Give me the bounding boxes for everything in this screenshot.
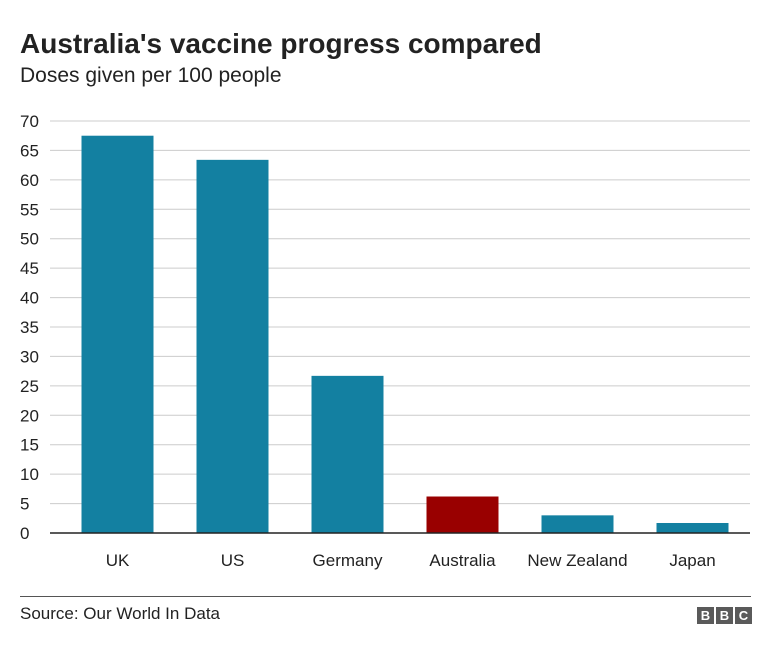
chart-title: Australia's vaccine progress compared <box>20 28 542 59</box>
bar-australia <box>426 496 499 533</box>
x-axis-ticks: UK US Germany Australia New Zealand Japan <box>106 551 716 570</box>
y-tick-label: 10 <box>20 465 39 484</box>
y-tick-label: 40 <box>20 289 39 308</box>
bar-uk <box>81 135 154 533</box>
x-tick-label: UK <box>106 551 130 570</box>
bar-germany <box>311 375 384 533</box>
gridlines <box>50 120 750 505</box>
y-tick-label: 25 <box>20 377 39 396</box>
logo-letter: C <box>735 607 752 624</box>
x-tick-label: Australia <box>429 551 496 570</box>
y-tick-label: 50 <box>20 230 39 249</box>
bar-japan <box>656 522 729 533</box>
y-tick-label: 45 <box>20 259 39 278</box>
y-tick-label: 70 <box>20 112 39 131</box>
y-tick-label: 35 <box>20 318 39 337</box>
bar-new-zealand <box>541 515 614 533</box>
x-tick-label: New Zealand <box>527 551 627 570</box>
y-tick-label: 15 <box>20 436 39 455</box>
source-note: Source: Our World In Data <box>20 604 220 623</box>
bar-chart: 0 5 10 15 20 25 30 35 40 45 50 55 60 65 70 UK US Germany… <box>20 112 750 570</box>
y-axis-ticks: 0 5 10 15 20 25 30 35 40 45 50 55 60 65 70 <box>20 112 39 543</box>
logo-letter: B <box>697 607 714 624</box>
chart-subtitle: Doses given per 100 people <box>20 64 282 87</box>
footer-divider <box>20 596 751 597</box>
bbc-logo: B B C <box>697 607 752 624</box>
y-tick-label: 55 <box>20 200 39 219</box>
y-tick-label: 65 <box>20 141 39 160</box>
x-tick-label: Japan <box>669 551 715 570</box>
y-tick-label: 0 <box>20 524 29 543</box>
bar-us <box>196 159 269 534</box>
y-tick-label: 5 <box>20 495 29 514</box>
logo-letter: B <box>716 607 733 624</box>
bars <box>81 135 729 534</box>
x-tick-label: Germany <box>313 551 383 570</box>
y-tick-label: 60 <box>20 171 39 190</box>
x-tick-label: US <box>221 551 245 570</box>
y-tick-label: 30 <box>20 347 39 366</box>
y-tick-label: 20 <box>20 406 39 425</box>
